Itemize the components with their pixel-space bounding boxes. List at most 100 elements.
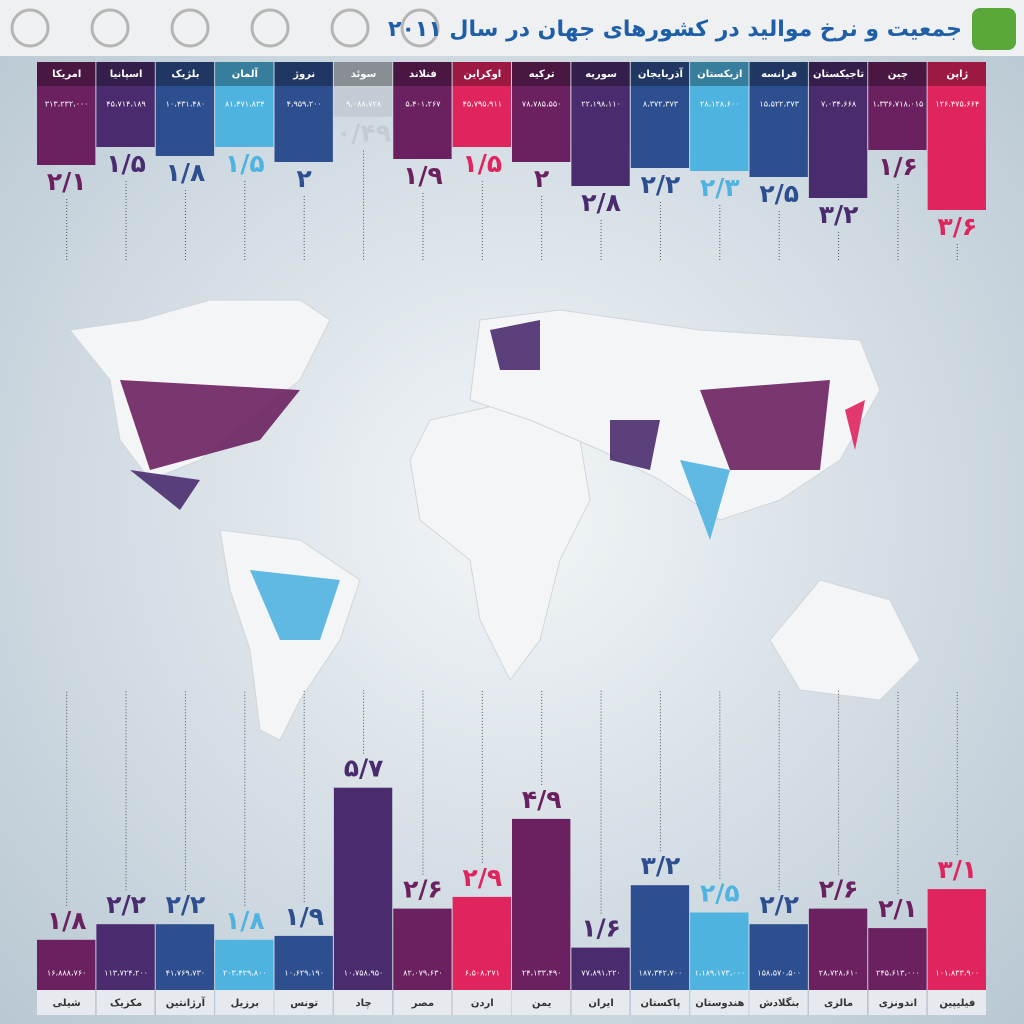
country-name: یمن [532, 998, 552, 1009]
name-strip [333, 62, 393, 86]
population-label: ۳۱۳،۲۳۲،۰۰۰ [45, 100, 89, 109]
country-name: هندوستان [695, 998, 744, 1009]
bar [37, 62, 96, 165]
bar [215, 62, 274, 147]
value-label: ۳/۲ [819, 200, 859, 229]
country-name: ترکیه [529, 69, 555, 80]
name-strip [808, 990, 868, 1015]
bar [749, 62, 808, 177]
name-strip [215, 990, 274, 1015]
value-label: ۱/۶ [878, 152, 918, 181]
population-label: ۱۰۱،۸۳۳،۹۰۰ [935, 969, 979, 978]
bar [393, 62, 452, 159]
name-strip [690, 990, 749, 1015]
name-strip [808, 62, 868, 86]
population-label: ۲۸،۱۲۸،۶۰۰ [700, 100, 740, 109]
country-name: آرژانتین [166, 996, 206, 1009]
population-label: ۲۲،۱۹۸،۱۱۰ [581, 100, 621, 109]
population-label: ۸۱،۴۷۱،۸۳۴ [225, 100, 265, 109]
population-label: ۱۵،۵۲۲،۳۷۳ [759, 100, 799, 109]
country-name: فرانسه [761, 69, 797, 80]
population-label: ۹،۰۸۸،۷۲۸ [346, 100, 382, 109]
value-label: ۱/۸ [47, 906, 87, 935]
name-strip [274, 990, 333, 1015]
country-name: فنلاند [409, 69, 437, 80]
population-label: ۴،۹۵۹،۲۰۰ [287, 100, 322, 109]
population-label: ۶،۵۰۸،۲۷۱ [465, 969, 500, 978]
country-name: اوکراین [463, 69, 501, 80]
population-label: ۱۸۷،۳۴۲،۷۰۰ [639, 969, 683, 978]
value-label: ۱/۵ [106, 149, 146, 178]
population-label: ۱،۳۳۶،۷۱۸،۰۱۵ [873, 100, 924, 109]
bar [690, 62, 749, 171]
name-strip [333, 990, 393, 1015]
name-strip [690, 62, 749, 86]
value-label: ۲/۱ [878, 894, 918, 923]
bar [452, 62, 511, 147]
population-label: ۷،۰۳۴،۶۶۸ [821, 100, 857, 109]
country-name: سوئد [351, 69, 377, 80]
bar [630, 62, 690, 168]
country-name: تونس [290, 998, 318, 1009]
country-name: چاد [356, 998, 372, 1009]
country-name: چین [888, 69, 908, 80]
name-strip [927, 990, 986, 1015]
country-name: اردن [471, 998, 494, 1009]
name-strip [452, 62, 511, 86]
country-name: فیلیپین [939, 998, 975, 1009]
population-label: ۴۱،۷۶۹،۷۳۰ [166, 969, 206, 978]
value-label: ۲/۵ [700, 879, 740, 908]
name-strip [630, 62, 690, 86]
name-strip [749, 990, 808, 1015]
chart-title: جمعیت و نرخ موالید در کشورهای جهان در سا… [388, 17, 962, 42]
value-label: ۲/۶ [819, 875, 859, 904]
country-name: بنگلادش [759, 996, 799, 1009]
bar [927, 62, 986, 210]
value-label: ۲/۵ [759, 179, 799, 208]
name-strip [571, 990, 630, 1015]
bar [333, 787, 393, 1015]
bar [333, 62, 393, 117]
name-strip [512, 62, 571, 86]
country-name: مصر [411, 998, 434, 1009]
bar [512, 62, 571, 162]
name-strip [571, 62, 630, 86]
bar [868, 62, 927, 150]
value-label: ۱/۸ [166, 158, 206, 187]
country-name: ژاپن [946, 69, 968, 80]
value-label: ۰/۴۹ [336, 119, 391, 148]
value-label: ۲/۲ [166, 890, 206, 919]
bar [274, 62, 333, 162]
country-name: سوریه [585, 69, 617, 80]
population-label: ۱۰،۷۵۸،۹۵۰ [344, 969, 384, 978]
value-label: ۱/۵ [225, 149, 265, 178]
value-label: ۳/۱ [937, 855, 977, 884]
country-name: ازبکستان [697, 69, 742, 80]
bar [96, 62, 155, 147]
population-label: ۱۵۸،۵۷۰،۵۰۰ [757, 969, 801, 978]
value-label: ۱/۹ [403, 161, 443, 190]
value-label: ۱/۵ [462, 149, 502, 178]
population-label: ۴۵،۷۹۵،۹۱۱ [463, 100, 503, 109]
value-label: ۲/۱ [47, 167, 87, 196]
bar [571, 62, 630, 186]
value-label: ۲ [534, 164, 549, 193]
population-label: ۷۸،۷۸۵،۵۵۰ [522, 100, 562, 109]
country-name: مکزیک [110, 998, 142, 1009]
country-name: برزیل [231, 998, 259, 1009]
population-label: ۱۲۶،۴۷۵،۶۶۴ [935, 100, 979, 109]
name-strip [868, 990, 927, 1015]
country-name: شیلی [53, 998, 81, 1009]
value-label: ۲/۸ [581, 188, 621, 217]
name-strip [155, 62, 215, 86]
name-strip [749, 62, 808, 86]
population-label: ۱۰،۴۳۱،۴۸۰ [166, 100, 206, 109]
value-label: ۲/۳ [700, 173, 740, 202]
name-strip [452, 990, 511, 1015]
country-name: امریکا [52, 69, 81, 80]
value-label: ۴/۹ [522, 785, 562, 814]
population-label: ۴۵،۷۱۴،۱۸۹ [106, 100, 146, 109]
value-label: ۲/۲ [759, 890, 799, 919]
name-strip [274, 62, 333, 86]
